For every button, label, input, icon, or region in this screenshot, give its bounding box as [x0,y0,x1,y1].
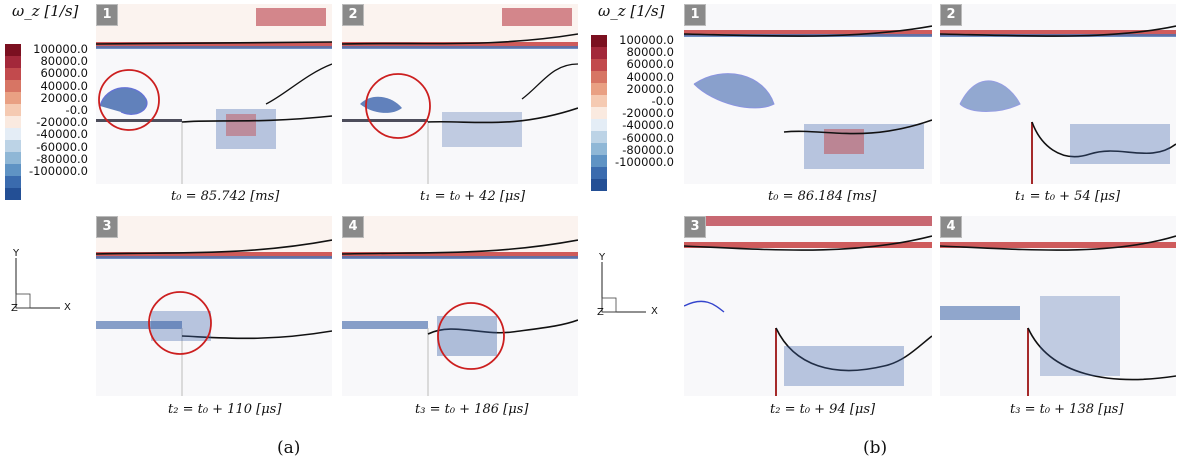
colorbar-label: -0.0 [65,102,88,117]
panel-badge: 3 [684,216,706,238]
panel-caption: t₃ = t₀ + 186 [μs] [415,402,529,417]
vorticity-panel-a3 [96,216,332,396]
colorbar-label: 100000.0 [619,33,674,47]
colorbar-swatch [591,71,607,84]
panel-badge: 2 [940,4,962,26]
colorbar-label: -40000.0 [622,118,674,133]
colorbar-label: -80000.0 [36,151,88,166]
colorbar-swatch [5,176,21,189]
colorbar-swatch [591,95,607,108]
vorticity-panel-a2 [342,4,578,184]
vorticity-panel-b3 [684,216,932,396]
colorbar-swatch [5,80,21,93]
vorticity-panel-b4 [940,216,1176,396]
panel-badge: 1 [96,4,118,26]
colorbar-swatch [5,164,21,177]
colorbar-label: -20000.0 [622,106,674,121]
colorbar-title-a: ω_z [1/s] [12,2,79,20]
panel-badge: 4 [342,216,364,238]
colorbar-label: 20000.0 [626,81,674,96]
colorbar-swatch [591,107,607,120]
colorbar-swatch [5,68,21,81]
panel-caption: t₃ = t₀ + 138 [μs] [1010,402,1124,417]
colorbar-label: 80000.0 [626,45,674,60]
colorbar-swatch [591,143,607,156]
vorticity-panel-b2 [940,4,1176,184]
colorbar-title-b: ω_z [1/s] [598,2,665,20]
axis-y-label-a: Y [13,248,20,259]
colorbar-label: 60000.0 [40,66,88,81]
colorbar-label: -60000.0 [36,139,88,154]
colorbar-swatch [591,83,607,96]
colorbar-swatch [5,152,21,165]
axis-triad-b [601,262,646,313]
panel-caption: t₀ = 85.742 [ms] [171,189,280,204]
colorbar-label: -0.0 [651,93,674,108]
panel-badge: 1 [684,4,706,26]
axis-x-label-b: X [651,306,658,317]
colorbar-swatch [591,167,607,180]
sublabel-a: (a) [277,438,301,458]
colorbar-b [591,35,607,191]
colorbar-labels-b: 100000.0 80000.0 60000.0 40000.0 20000.0… [608,34,674,168]
colorbar-swatch [5,104,21,117]
colorbar-swatch [5,92,21,105]
panel-caption: t₁ = t₀ + 54 [μs] [1015,189,1121,204]
panel-caption: t₀ = 86.184 [ms] [768,189,877,204]
axis-z-label-b: Z [597,307,604,318]
colorbar-swatch [591,35,607,48]
colorbar-swatch [5,128,21,141]
colorbar-label: 80000.0 [40,54,88,69]
colorbar-label: 60000.0 [626,57,674,72]
colorbar-label: 40000.0 [626,69,674,84]
colorbar-swatch [591,59,607,72]
vorticity-panel-b1 [684,4,932,184]
panel-caption: t₂ = t₀ + 110 [μs] [168,402,282,417]
colorbar-swatch [5,188,21,200]
colorbar-swatch [5,140,21,153]
colorbar-label: -60000.0 [622,130,674,145]
panel-badge: 2 [342,4,364,26]
colorbar-label: -80000.0 [622,142,674,157]
axis-x-label-a: X [64,302,71,313]
colorbar-label: 40000.0 [40,78,88,93]
axis-triad-a [15,258,60,309]
colorbar-label: -20000.0 [36,115,88,130]
colorbar-swatch [591,119,607,132]
colorbar-swatch [591,155,607,168]
colorbar-label: -100000.0 [28,163,88,178]
vorticity-panel-a4 [342,216,578,396]
axis-z-label-a: Z [11,303,18,314]
colorbar-labels-a: 100000.0 80000.0 60000.0 40000.0 20000.0… [22,43,88,177]
colorbar-swatch [591,179,607,191]
colorbar-a [5,44,21,200]
vorticity-panel-a1 [96,4,332,184]
colorbar-label: -100000.0 [614,154,674,169]
colorbar-swatch [5,116,21,129]
panel-badge: 3 [96,216,118,238]
panel-caption: t₂ = t₀ + 94 [μs] [770,402,876,417]
panel-badge: 4 [940,216,962,238]
sublabel-b: (b) [863,438,888,458]
colorbar-label: 20000.0 [40,90,88,105]
colorbar-swatch [5,44,21,57]
colorbar-label: 100000.0 [33,42,88,56]
axis-y-label-b: Y [599,252,606,263]
colorbar-swatch [5,56,21,69]
colorbar-label: -40000.0 [36,127,88,142]
panel-caption: t₁ = t₀ + 42 [μs] [420,189,526,204]
colorbar-swatch [591,131,607,144]
colorbar-swatch [591,47,607,60]
